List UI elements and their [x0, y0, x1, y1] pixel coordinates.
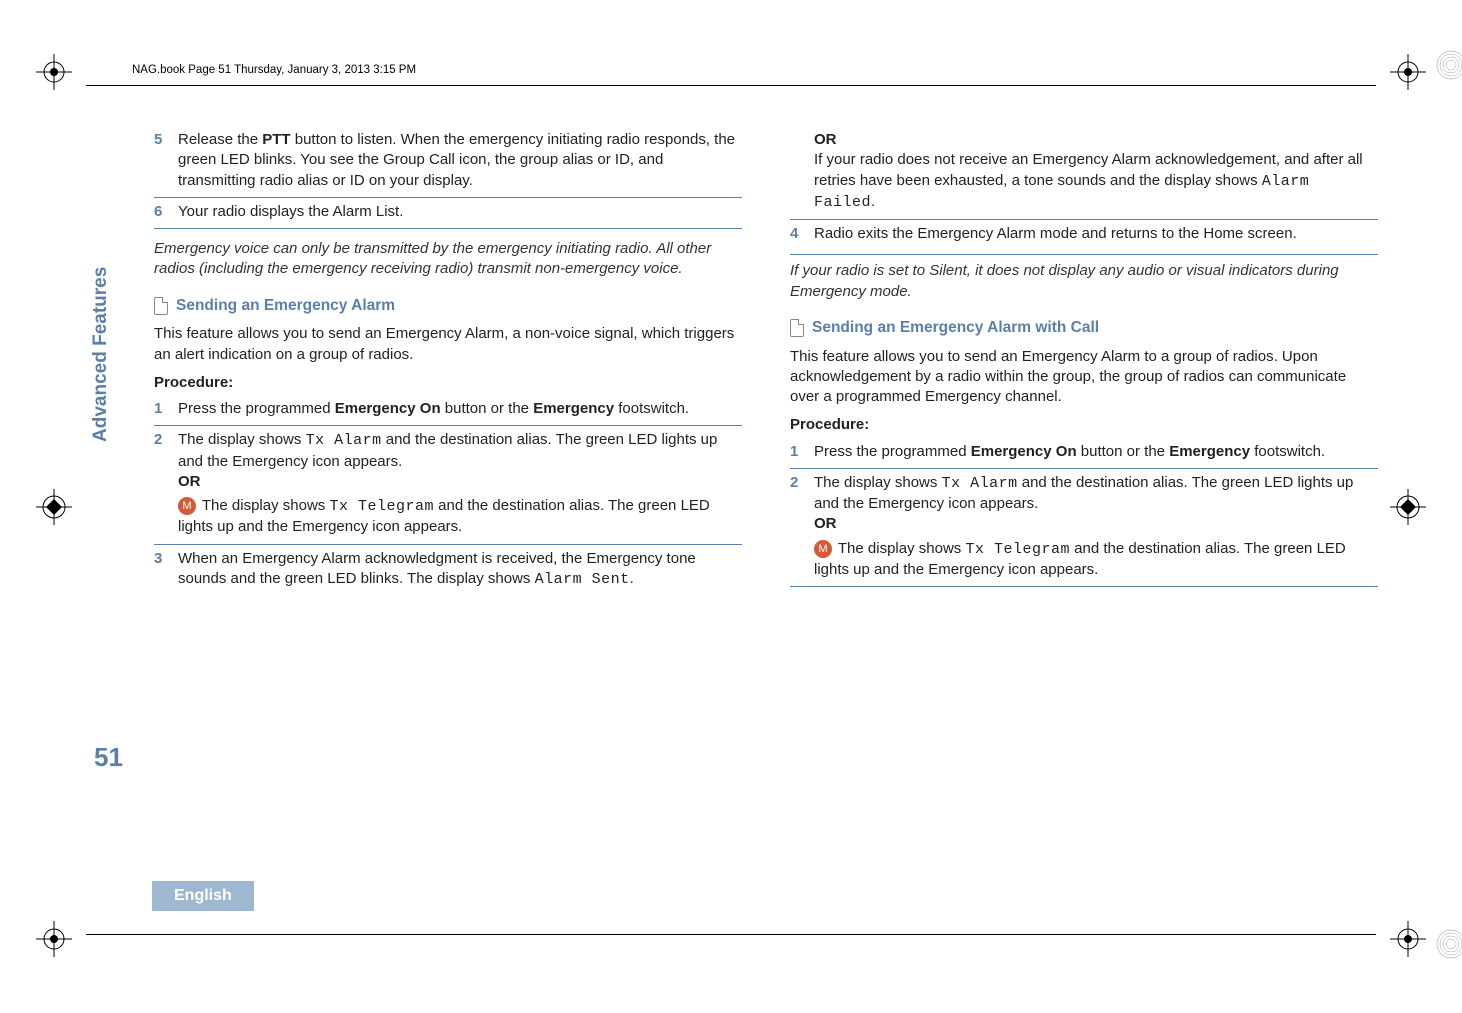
procedure-label: Procedure:: [154, 373, 742, 393]
page-icon: [790, 319, 804, 337]
procedure-label: Procedure:: [790, 415, 1378, 435]
or-label: OR: [814, 130, 1378, 150]
left-column: 5 Release the PTT button to listen. When…: [154, 130, 742, 893]
crop-mark-icon: [1390, 921, 1426, 957]
step-body: Radio exits the Emergency Alarm mode and…: [814, 224, 1378, 244]
crop-mark-icon: [1390, 54, 1426, 90]
section-heading: Sending an Emergency Alarm with Call: [790, 318, 1378, 339]
section-intro: This feature allows you to send an Emerg…: [154, 324, 742, 365]
crop-mark-icon: [36, 54, 72, 90]
step-6: 6 Your radio displays the Alarm List.: [154, 202, 742, 229]
note-text: If your radio is set to Silent, it does …: [790, 261, 1378, 302]
rule-bottom: [86, 934, 1376, 935]
side-tab-label: Advanced Features: [90, 182, 112, 442]
step-4: 4 Radio exits the Emergency Alarm mode a…: [790, 224, 1378, 250]
step-number: 2: [790, 473, 804, 580]
section-title: Sending an Emergency Alarm with Call: [812, 318, 1099, 339]
step-5: 5 Release the PTT button to listen. When…: [154, 130, 742, 198]
page-number: 51: [94, 742, 123, 773]
step-body: When an Emergency Alarm acknowledgment i…: [178, 549, 742, 591]
step-number: 1: [154, 399, 168, 419]
or-block: OR If your radio does not receive an Eme…: [790, 130, 1378, 220]
side-tab: Advanced Features: [94, 432, 126, 728]
step-body: Press the programmed Emergency On button…: [814, 442, 1378, 462]
step-body: OR If your radio does not receive an Eme…: [814, 130, 1378, 213]
spiro-mark-icon: [1436, 50, 1462, 80]
step-number: 1: [790, 442, 804, 462]
proc-step-2: 2 The display shows Tx Alarm and the des…: [790, 473, 1378, 587]
spiro-mark-icon: [1436, 929, 1462, 959]
right-column: OR If your radio does not receive an Eme…: [790, 130, 1378, 893]
proc-step-1: 1 Press the programmed Emergency On butt…: [154, 399, 742, 426]
section-intro: This feature allows you to send an Emerg…: [790, 347, 1378, 408]
step-number: 5: [154, 130, 168, 191]
crop-mark-icon: [36, 921, 72, 957]
m-badge-icon: M: [814, 540, 832, 558]
step-number: 2: [154, 430, 168, 537]
page-header: NAG.book Page 51 Thursday, January 3, 20…: [132, 64, 416, 76]
page-icon: [154, 297, 168, 315]
proc-step-1: 1 Press the programmed Emergency On butt…: [790, 442, 1378, 469]
proc-step-2: 2 The display shows Tx Alarm and the des…: [154, 430, 742, 544]
step-body: Release the PTT button to listen. When t…: [178, 130, 742, 191]
step-number: 3: [154, 549, 168, 591]
proc-step-3: 3 When an Emergency Alarm acknowledgment…: [154, 549, 742, 597]
step-number: 4: [790, 224, 804, 244]
note-text: Emergency voice can only be transmitted …: [154, 239, 742, 280]
or-label: OR: [178, 472, 742, 492]
section-heading: Sending an Emergency Alarm: [154, 296, 742, 317]
step-number: 6: [154, 202, 168, 222]
crop-mark-icon: [36, 489, 72, 525]
divider: [790, 254, 1378, 255]
step-body: Press the programmed Emergency On button…: [178, 399, 742, 419]
step-body: The display shows Tx Alarm and the desti…: [814, 473, 1378, 580]
m-badge-icon: M: [178, 497, 196, 515]
section-title: Sending an Emergency Alarm: [176, 296, 395, 317]
step-body: Your radio displays the Alarm List.: [178, 202, 742, 222]
step-body: The display shows Tx Alarm and the desti…: [178, 430, 742, 537]
crop-mark-icon: [1390, 489, 1426, 525]
rule-top: [86, 85, 1376, 86]
or-label: OR: [814, 514, 1378, 534]
